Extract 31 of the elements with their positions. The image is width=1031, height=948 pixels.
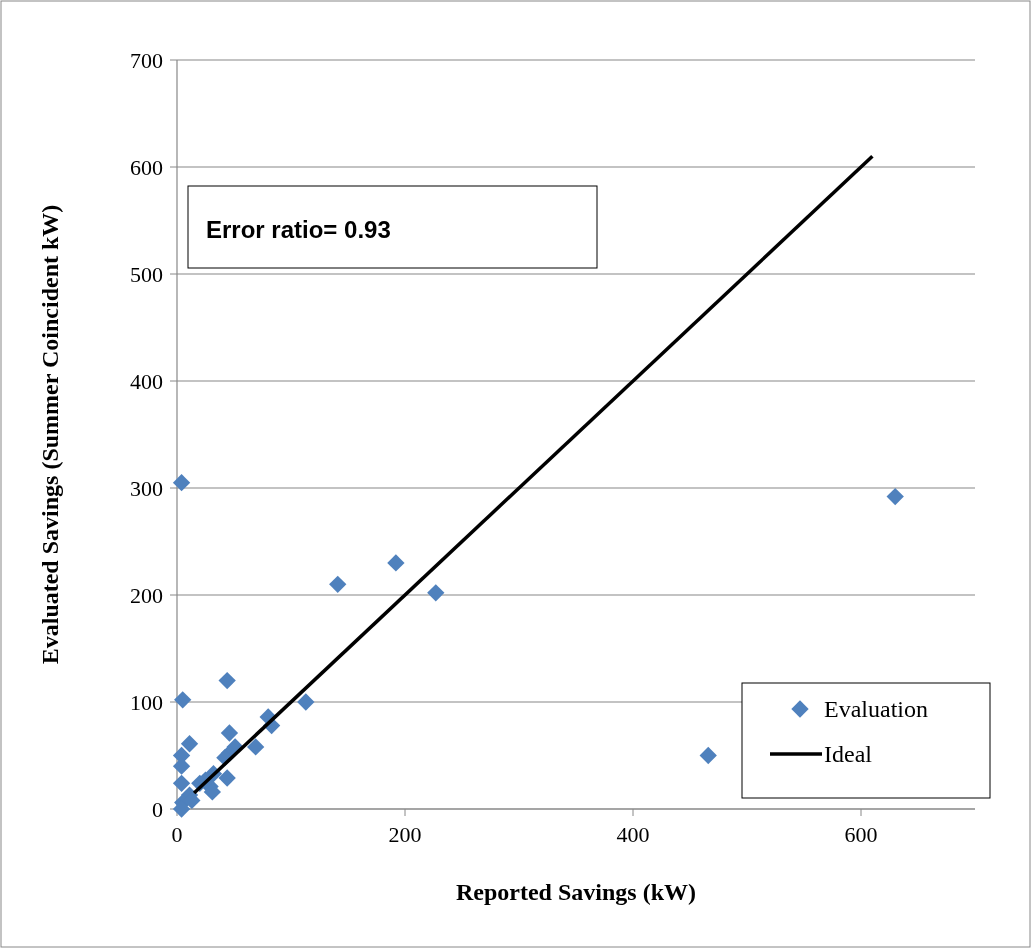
point (699, 746, 717, 765)
annotation: Error ratio= 0.93 (206, 216, 391, 243)
point (218, 671, 236, 690)
y-tick-label: 400 (130, 368, 163, 394)
y-tick-label: 200 (130, 582, 163, 608)
y-tick-label: 300 (130, 475, 163, 501)
y-tick-label: 600 (130, 154, 163, 180)
x-tick-label: 0 (171, 822, 183, 847)
point (172, 774, 191, 792)
point (172, 473, 191, 492)
y-axis-title: Evaluated Savings (Summer Coincident kW) (37, 204, 63, 665)
y-tick-label: 100 (130, 689, 163, 715)
point (387, 554, 405, 572)
point (174, 691, 192, 709)
y-tick-label: 700 (130, 47, 163, 73)
x-tick-label: 200 (388, 822, 422, 847)
x-tick-label: 600 (844, 822, 878, 847)
point (886, 487, 904, 506)
y-tick-label: 0 (152, 796, 163, 822)
point (180, 735, 199, 753)
legend-label: Ideal (824, 741, 873, 768)
x-axis-title: Reported Savings (kW) (455, 879, 697, 905)
point (329, 575, 347, 593)
point (297, 693, 315, 711)
x-tick-label: 400 (616, 822, 650, 847)
y-tick-label: 500 (130, 261, 163, 287)
legend-label: Evaluation (824, 696, 928, 723)
point (247, 738, 265, 756)
point (220, 724, 239, 742)
point (218, 769, 236, 787)
point (427, 584, 445, 602)
